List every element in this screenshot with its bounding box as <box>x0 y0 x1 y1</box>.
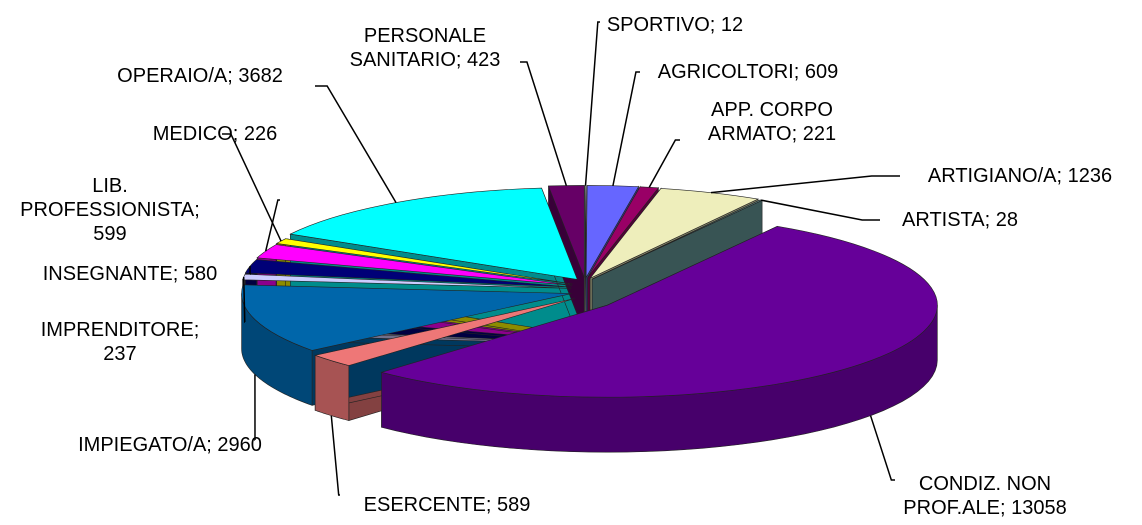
data-label: CONDIZ. NON PROF.ALE; 13058 <box>903 473 1067 519</box>
data-label: OPERAIO/A; 3682 <box>117 65 283 87</box>
slice <box>548 185 585 278</box>
data-label: INSEGNANTE; 580 <box>42 263 218 285</box>
slice <box>289 187 578 280</box>
slice <box>241 284 572 351</box>
data-label: SPORTIVO; 12 <box>606 14 744 36</box>
leader-line <box>520 61 568 186</box>
leader-line <box>242 276 246 323</box>
data-label: IMPRENDITORE; 237 <box>40 319 200 365</box>
data-label: APP. CORPO ARMATO; 221 <box>707 99 837 145</box>
slice <box>585 185 640 279</box>
slice <box>314 298 575 366</box>
data-label: PERSONALE SANITARIO; 423 <box>349 25 501 71</box>
leader-line <box>869 415 895 481</box>
leader-line <box>584 21 600 186</box>
data-label: ARTISTA; 28 <box>902 209 1018 231</box>
leader-line <box>760 199 880 221</box>
data-label: ARTIGIANO/A; 1236 <box>927 165 1113 187</box>
leader-line <box>648 139 680 188</box>
slice <box>589 188 760 279</box>
leader-line <box>330 415 340 496</box>
leader-line <box>612 71 640 186</box>
leader-line <box>222 133 282 242</box>
data-label: ESERCENTE; 589 <box>363 494 531 516</box>
slice <box>380 226 938 398</box>
data-label: AGRICOLTORI; 609 <box>657 61 839 83</box>
slice-wall <box>314 354 350 421</box>
leader-line <box>315 85 397 203</box>
data-label: IMPIEGATO/A; 2960 <box>78 434 262 456</box>
data-label: MEDICO; 226 <box>152 123 278 145</box>
data-label: LIB. PROFESSIONISTA; 599 <box>20 175 200 245</box>
slice <box>256 244 573 286</box>
leader-line <box>264 199 280 252</box>
leader-line <box>710 175 900 194</box>
